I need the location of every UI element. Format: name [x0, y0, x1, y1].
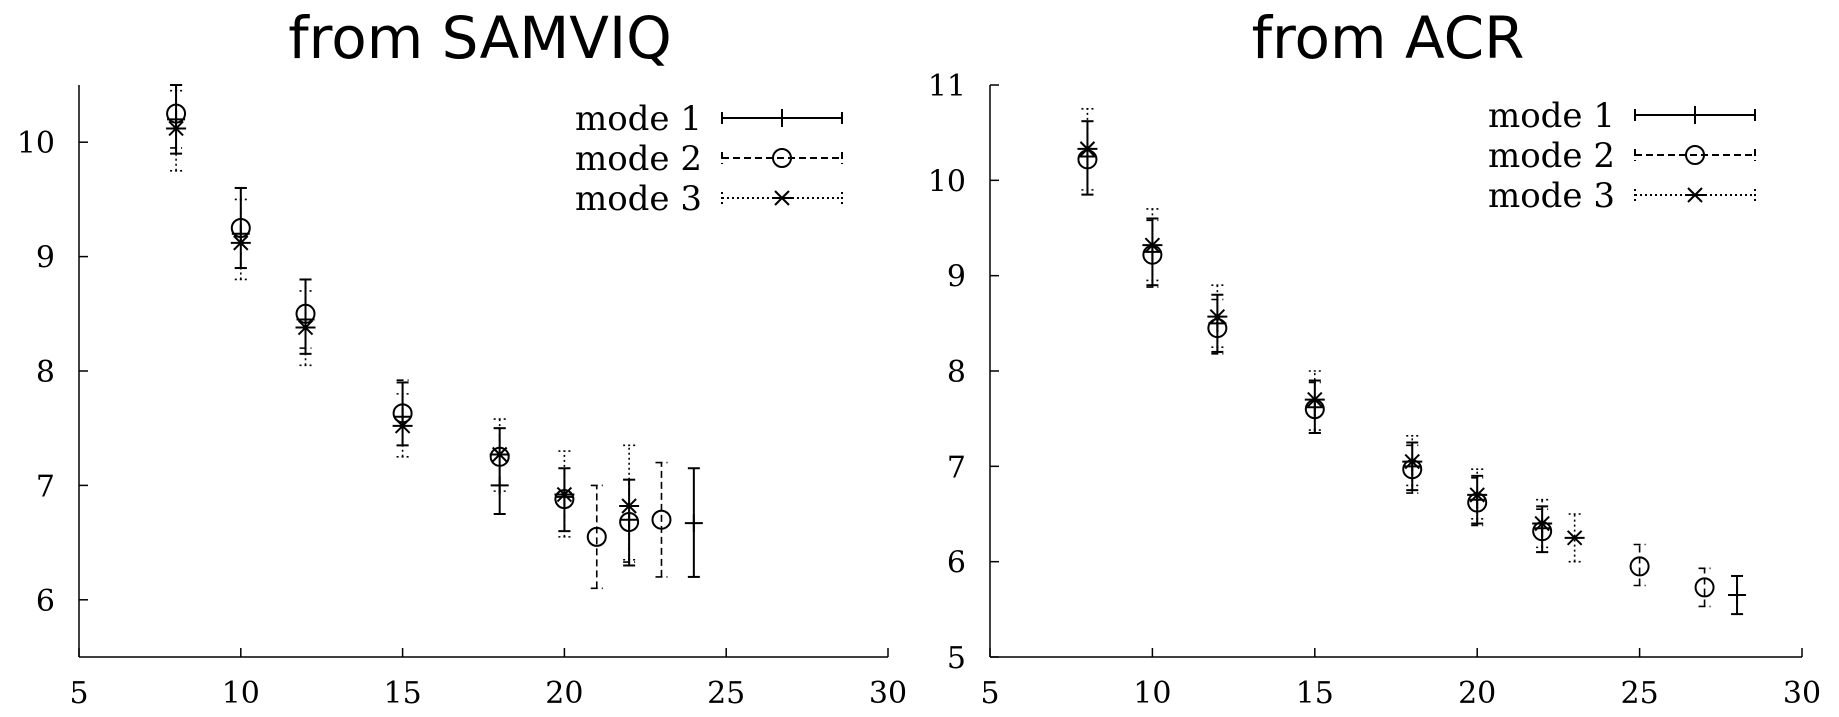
data-point [586, 484, 607, 590]
axes: 5 10 15 20 25 30 6 7 8 9 10 [17, 85, 907, 711]
data-point [1728, 574, 1747, 616]
data-point [684, 467, 703, 578]
series-mode-3 [1077, 108, 1585, 563]
data-point [1077, 108, 1098, 191]
legend-label: mode 3 [1488, 176, 1615, 216]
data-point [1207, 284, 1228, 348]
y-tick-label: 6 [36, 584, 55, 619]
legend-entry: mode 1 [575, 99, 843, 139]
data-point [1304, 370, 1325, 431]
series-mode-3 [166, 89, 640, 561]
data-marks [166, 84, 703, 590]
y-tick-label: 7 [947, 450, 966, 485]
legend-entry: mode 2 [1488, 136, 1756, 176]
data-point [619, 444, 640, 561]
x-tick-label: 25 [1621, 676, 1659, 711]
chart-title: from SAMVIQ [288, 4, 671, 72]
data-point [489, 418, 510, 492]
data-point [230, 198, 251, 281]
data-point [1142, 208, 1163, 282]
data-point [295, 290, 316, 367]
data-point [1694, 567, 1715, 608]
y-tick-label: 10 [17, 126, 55, 161]
legend-marker [772, 190, 792, 206]
y-tick-label: 8 [36, 355, 55, 390]
x-tick-label: 20 [1458, 676, 1496, 711]
x-tick-label: 15 [384, 676, 422, 711]
x-tick-label: 5 [980, 676, 999, 711]
data-marks [1077, 108, 1747, 616]
legend-marker [773, 109, 791, 127]
x-tick-label: 30 [869, 676, 907, 711]
legend-entry: mode 3 [575, 179, 843, 219]
y-tick-label: 8 [947, 355, 966, 390]
data-point [392, 393, 413, 458]
data-point [651, 461, 672, 578]
data-point [166, 89, 187, 172]
x-tick-label: 10 [1133, 676, 1171, 711]
x-tick-label: 10 [222, 676, 260, 711]
legend-entry: mode 2 [575, 139, 843, 179]
legend-label: mode 2 [575, 139, 702, 179]
x-tick-label: 20 [545, 676, 583, 711]
chart-title: from ACR [1252, 4, 1525, 72]
data-point [1402, 435, 1423, 487]
data-point [1467, 468, 1488, 520]
y-tick-label: 5 [947, 641, 966, 676]
y-tick-label: 11 [928, 69, 966, 104]
x-tick-label: 25 [707, 676, 745, 711]
x-tick-label: 30 [1783, 676, 1821, 711]
legend-label: mode 1 [575, 99, 702, 139]
data-point [554, 450, 575, 538]
legend-marker [1686, 106, 1704, 124]
legend-entry: mode 1 [1488, 96, 1756, 136]
y-tick-label: 10 [928, 164, 966, 199]
legend-entry: mode 3 [1488, 176, 1756, 216]
axes: 5 10 15 20 25 30 5 6 7 8 9 10 11 [928, 69, 1821, 711]
legend-marker [1685, 145, 1705, 165]
x-tick-label: 5 [69, 676, 88, 711]
legend-label: mode 3 [575, 179, 702, 219]
legend-marker [772, 148, 792, 168]
data-point [1564, 513, 1585, 563]
x-tick-label: 15 [1296, 676, 1334, 711]
legend-label: mode 2 [1488, 136, 1615, 176]
legend-marker [1685, 187, 1705, 203]
legend-label: mode 1 [1488, 96, 1615, 136]
data-point [1629, 543, 1650, 587]
y-tick-label: 9 [947, 260, 966, 295]
data-point [1532, 498, 1553, 549]
y-tick-label: 6 [947, 546, 966, 581]
y-tick-label: 7 [36, 469, 55, 504]
y-tick-label: 9 [36, 241, 55, 276]
series-mode-2 [1077, 120, 1715, 608]
